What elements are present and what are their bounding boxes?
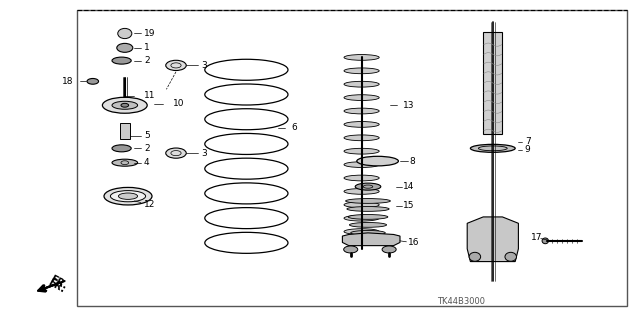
Text: 10: 10	[173, 99, 184, 108]
Ellipse shape	[348, 215, 388, 219]
Ellipse shape	[357, 156, 398, 166]
Ellipse shape	[470, 144, 515, 152]
Ellipse shape	[542, 238, 548, 244]
Ellipse shape	[166, 60, 186, 70]
Ellipse shape	[382, 246, 396, 253]
Text: 12: 12	[144, 200, 156, 209]
Ellipse shape	[344, 215, 379, 221]
Text: 7: 7	[525, 137, 531, 146]
FancyArrowPatch shape	[40, 283, 58, 291]
Text: 11: 11	[144, 91, 156, 100]
Ellipse shape	[112, 57, 131, 64]
Ellipse shape	[346, 198, 390, 204]
Ellipse shape	[355, 183, 381, 190]
Text: 8: 8	[410, 157, 415, 166]
Ellipse shape	[344, 229, 379, 234]
Text: 16: 16	[408, 238, 419, 247]
Text: 18: 18	[62, 77, 74, 86]
Bar	[483, 32, 502, 134]
Text: 4: 4	[144, 158, 150, 167]
Ellipse shape	[112, 159, 138, 166]
Ellipse shape	[344, 162, 379, 167]
Ellipse shape	[344, 189, 379, 194]
Ellipse shape	[121, 103, 129, 107]
Text: 5: 5	[144, 131, 150, 140]
Ellipse shape	[344, 122, 379, 127]
Text: FR.: FR.	[46, 277, 67, 294]
Ellipse shape	[469, 252, 481, 261]
Ellipse shape	[118, 28, 132, 39]
Ellipse shape	[349, 223, 387, 227]
Polygon shape	[342, 233, 400, 246]
Text: 3: 3	[202, 61, 207, 70]
Text: 17: 17	[531, 233, 543, 242]
Text: 6: 6	[291, 123, 297, 132]
Text: 14: 14	[403, 182, 415, 191]
Ellipse shape	[118, 193, 138, 199]
Text: 2: 2	[144, 56, 150, 65]
Ellipse shape	[344, 175, 379, 181]
Ellipse shape	[87, 78, 99, 84]
Ellipse shape	[344, 95, 379, 100]
Ellipse shape	[344, 68, 379, 74]
Polygon shape	[467, 217, 518, 262]
Text: 2: 2	[144, 144, 150, 153]
Bar	[77, 10, 627, 306]
Ellipse shape	[104, 188, 152, 205]
Ellipse shape	[344, 81, 379, 87]
Ellipse shape	[111, 190, 146, 202]
Text: 19: 19	[144, 29, 156, 38]
Ellipse shape	[344, 202, 379, 208]
Text: 3: 3	[202, 149, 207, 158]
Ellipse shape	[344, 148, 379, 154]
Bar	[120, 123, 130, 139]
Text: TK44B3000: TK44B3000	[436, 297, 485, 306]
Ellipse shape	[112, 145, 131, 152]
Ellipse shape	[166, 148, 186, 158]
Ellipse shape	[347, 207, 389, 211]
Ellipse shape	[505, 252, 516, 261]
Text: FR.: FR.	[48, 274, 68, 292]
Ellipse shape	[344, 246, 358, 253]
Text: 15: 15	[403, 201, 415, 210]
Ellipse shape	[344, 108, 379, 114]
Text: 1: 1	[144, 43, 150, 52]
Ellipse shape	[117, 43, 133, 52]
Text: 9: 9	[525, 145, 531, 154]
Ellipse shape	[102, 97, 147, 113]
Ellipse shape	[112, 101, 138, 109]
Text: 13: 13	[403, 101, 415, 110]
Ellipse shape	[351, 230, 385, 235]
Ellipse shape	[344, 55, 379, 60]
Ellipse shape	[344, 135, 379, 141]
